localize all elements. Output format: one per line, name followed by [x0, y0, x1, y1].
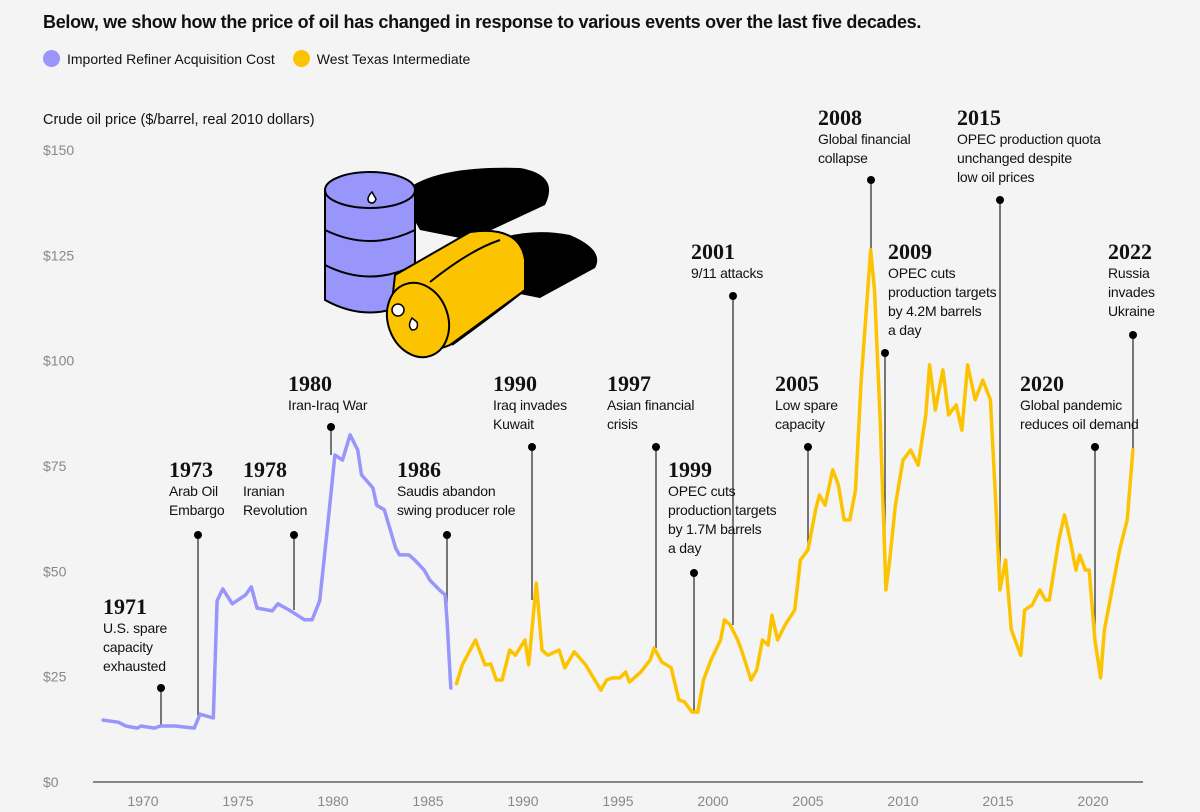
y-tick-label: $125	[43, 247, 74, 263]
annotation-year: 2001	[691, 239, 735, 264]
annotation-2005: 2005 Low spare capacity	[775, 372, 838, 434]
x-tick-label: 1990	[507, 793, 538, 809]
annotation-text: Arab Oil Embargo	[169, 483, 225, 518]
annotation-text: Russia invades Ukraine	[1108, 265, 1155, 319]
annotation-year: 1980	[288, 371, 332, 396]
annotation-year: 2005	[775, 371, 819, 396]
legend-swatch-irac	[43, 50, 60, 67]
annotation-1986: 1986 Saudis abandon swing producer role	[397, 457, 516, 520]
annotation-text: Global pandemic reduces oil demand	[1020, 397, 1139, 432]
annotation-dot	[443, 531, 451, 539]
x-tick-label: 1985	[412, 793, 443, 809]
annotation-2009: 2009 OPEC cuts production targets by 4.2M…	[888, 239, 997, 340]
annotation-text: OPEC production quota unchanged despite …	[957, 131, 1101, 185]
annotation-dot	[1129, 331, 1137, 339]
annotation-text: U.S. spare capacity exhausted	[103, 620, 168, 674]
annotation-text: Global financial collapse	[818, 131, 911, 166]
annotation-2001: 2001 9/11 attacks	[691, 240, 763, 283]
annotation-year: 2008	[818, 105, 862, 130]
series-line-irac	[101, 433, 453, 730]
annotation-2015: 2015 OPEC production quota unchanged desp…	[957, 106, 1101, 187]
annotation-dot	[157, 684, 165, 692]
annotation-1971: 1971 U.S. spare capacity exhausted	[103, 595, 167, 676]
annotation-2022: 2022 Russia invades Ukraine	[1108, 240, 1155, 321]
annotation-text: Low spare capacity	[775, 397, 838, 432]
annotation-text: Saudis abandon swing producer role	[397, 483, 516, 518]
annotation-dot	[528, 443, 536, 451]
x-tick-label: 1975	[222, 793, 253, 809]
annotation-dot	[652, 443, 660, 451]
x-tick-label: 1970	[127, 793, 158, 809]
series-line-wti	[454, 248, 1135, 714]
annotation-dot	[690, 569, 698, 577]
y-tick-label: $25	[43, 669, 67, 685]
x-tick-label: 1980	[317, 793, 348, 809]
annotation-year: 1997	[607, 371, 651, 396]
annotation-dot	[881, 349, 889, 357]
annotation-2020: 2020 Global pandemic reduces oil demand	[1020, 372, 1139, 434]
annotation-dot	[1091, 443, 1099, 451]
legend-label-irac: Imported Refiner Acquisition Cost	[67, 50, 275, 67]
x-tick-label: 2020	[1077, 793, 1108, 809]
annotation-text: Iran-Iraq War	[288, 397, 368, 413]
annotation-dot	[290, 531, 298, 539]
annotation-1980: 1980 Iran-Iraq War	[288, 371, 368, 415]
annotation-year: 2015	[957, 105, 1001, 130]
legend-swatch-wti	[292, 50, 310, 67]
annotation-dot	[327, 423, 335, 431]
annotation-1997: 1997 Asian financial crisis	[607, 372, 694, 434]
annotation-year: 1971	[103, 594, 147, 619]
annotation-year: 1999	[668, 457, 712, 482]
annotation-1973: 1973 Arab Oil Embargo	[169, 457, 225, 520]
annotation-text: 9/11 attacks	[691, 265, 764, 281]
annotation-dot	[194, 531, 202, 539]
annotation-year: 1986	[397, 457, 441, 482]
annotation-text: Iranian Revolution	[243, 483, 308, 518]
legend-item-irac: Imported Refiner Acquisition Cost	[43, 50, 275, 67]
annotation-year: 2020	[1020, 371, 1064, 396]
legend: Imported Refiner Acquisition Cost West T…	[43, 50, 488, 67]
annotation-1978: 1978 Iranian Revolution	[243, 458, 307, 520]
annotation-text: Iraq invades Kuwait	[493, 397, 567, 432]
y-tick-label: $150	[43, 142, 74, 158]
annotation-year: 2009	[888, 239, 932, 264]
x-tick-label: 2010	[887, 793, 918, 809]
annotation-1999: 1999 OPEC cuts production targets by 1.7M…	[668, 457, 777, 558]
x-tick-label: 2015	[982, 793, 1013, 809]
y-tick-label: $100	[43, 353, 74, 369]
annotation-2008: 2008 Global financial collapse	[818, 106, 911, 168]
annotation-dot	[867, 176, 875, 184]
annotation-year: 1990	[493, 371, 537, 396]
y-tick-label: $75	[43, 458, 67, 474]
annotation-dot	[804, 443, 812, 451]
annotation-text: OPEC cuts production targets by 4.2M bar…	[888, 265, 997, 338]
annotation-dot	[996, 196, 1004, 204]
y-axis-label: Crude oil price ($/barrel, real 2010 dol…	[43, 112, 315, 128]
page-title: Below, we show how the price of oil has …	[43, 12, 922, 32]
legend-label-wti: West Texas Intermediate	[316, 50, 471, 67]
annotation-dot	[729, 292, 737, 300]
annotation-text: Asian financial crisis	[607, 397, 695, 432]
annotation-year: 1973	[169, 457, 213, 482]
annotation-year: 1978	[243, 457, 287, 482]
annotation-1990: 1990 Iraq invades Kuwait	[493, 372, 567, 434]
y-tick-label: $50	[43, 563, 67, 579]
oil-barrels-illustration	[324, 167, 598, 359]
x-tick-label: 2005	[792, 793, 823, 809]
y-tick-label: $0	[43, 774, 59, 790]
annotation-text: OPEC cuts production targets by 1.7M bar…	[668, 483, 777, 556]
x-tick-label: 1995	[602, 793, 633, 809]
annotation-year: 2022	[1108, 239, 1152, 264]
x-tick-label: 2000	[697, 793, 728, 809]
legend-item-wti: West Texas Intermediate	[292, 50, 471, 67]
